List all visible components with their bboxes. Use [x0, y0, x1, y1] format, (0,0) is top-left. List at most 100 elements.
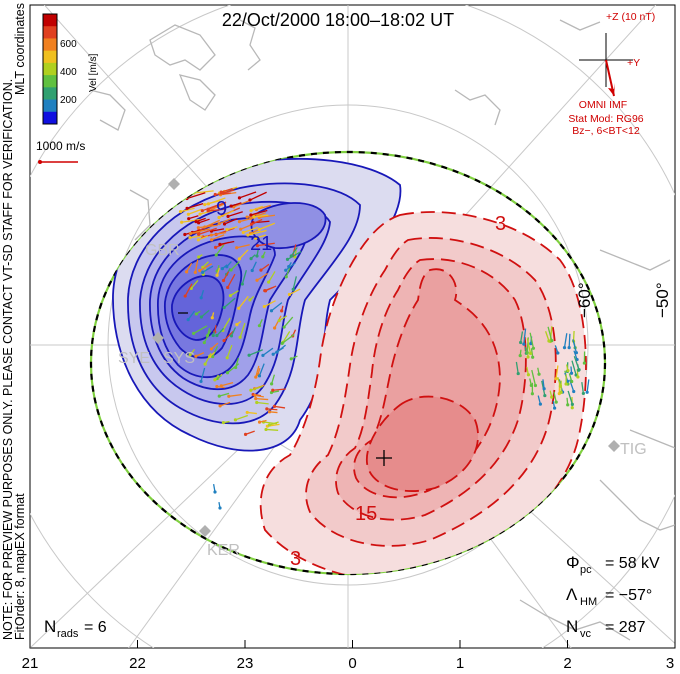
velocity-vector [257, 242, 275, 247]
velocity-vector [572, 330, 575, 342]
velocity-vector-origin [209, 233, 213, 237]
velocity-vector [195, 217, 206, 223]
lat-label-50: −50° [653, 282, 672, 318]
velocity-vector [285, 262, 296, 271]
velocity-vector [571, 360, 577, 376]
velocity-vector [228, 394, 242, 397]
velocity-vector [210, 342, 219, 350]
velocity-vector [230, 290, 239, 297]
velocity-vector [283, 316, 294, 328]
velocity-vector [262, 251, 266, 258]
station-label-gbr: GBR [145, 242, 180, 259]
velocity-vector [195, 310, 201, 315]
velocity-vector [216, 267, 221, 276]
velocity-vector-origin [559, 390, 563, 394]
velocity-vector [212, 346, 219, 357]
velocity-vector [268, 271, 276, 283]
lat-label-60: −60° [575, 282, 594, 318]
colorbar-tick-600: 600 [60, 39, 77, 50]
velocity-vector-origin [180, 220, 184, 224]
velocity-vector [566, 397, 569, 405]
velocity-vector [256, 249, 259, 257]
velocity-vector [223, 420, 230, 424]
velocity-vector [219, 392, 230, 397]
velocity-vector [194, 259, 199, 273]
velocity-vector [570, 366, 573, 374]
velocity-vector [552, 401, 556, 409]
velocity-vector [262, 347, 274, 356]
velocity-vector [547, 326, 553, 341]
negative-cell [112, 158, 402, 452]
stat-nrads: N rads = 6 [44, 617, 107, 640]
svg-text:vc: vc [580, 628, 592, 640]
velocity-vector [186, 202, 204, 209]
velocity-vector [223, 189, 235, 194]
coordinate-system-label: MLT coordinates [13, 3, 27, 95]
velocity-vector [216, 265, 220, 272]
velocity-vector [289, 288, 301, 296]
velocity-vector [563, 333, 568, 348]
velocity-vector [251, 218, 263, 225]
velocity-vector [530, 348, 534, 358]
mlt-tick-label: 22 [129, 655, 146, 672]
velocity-vector-origin [531, 355, 535, 359]
svg-text:pc: pc [580, 564, 592, 576]
mlt-tick-label: 21 [22, 655, 39, 672]
velocity-vector [198, 227, 217, 236]
colorbar-outline [42, 13, 58, 125]
velocity-vector [542, 379, 545, 389]
velocity-vector [526, 366, 530, 375]
velocity-vector [278, 315, 288, 322]
velocity-vector [214, 374, 220, 381]
velocity-vector [266, 408, 278, 411]
velocity-vector-origin [566, 403, 570, 407]
contour-label-pos-3: 3 [290, 548, 301, 570]
velocity-vector [259, 214, 276, 219]
velocity-vector [238, 295, 249, 309]
velocity-vector [549, 390, 553, 398]
velocity-vector [189, 348, 196, 356]
velocity-vector [519, 331, 524, 343]
velocity-vector [264, 300, 276, 308]
velocity-vector [186, 192, 206, 200]
velocity-vector [242, 226, 259, 234]
mlt-tick-label: 2 [563, 655, 571, 672]
velocity-vector [274, 405, 286, 409]
velocity-vector [218, 210, 234, 219]
velocity-vector [250, 385, 264, 391]
colorbar-tick-200: 200 [60, 95, 77, 106]
svg-text:= −57°: = −57° [605, 587, 652, 604]
velocity-vector [219, 401, 231, 407]
colorbar-segment [43, 14, 57, 27]
velocity-vector [211, 312, 215, 318]
velocity-vector [212, 484, 216, 493]
velocity-vector [260, 263, 270, 271]
velocity-vector [195, 352, 205, 357]
velocity-vector [549, 326, 553, 342]
velocity-vector [222, 271, 230, 281]
velocity-vector [199, 210, 214, 215]
velocity-vector [215, 244, 225, 256]
velocity-vector [250, 205, 263, 212]
velocity-vector [202, 261, 209, 268]
station-label-ker: KER [207, 542, 240, 559]
velocity-vector [208, 208, 227, 212]
colorbar-segment [43, 26, 57, 39]
velocity-vector [219, 240, 235, 246]
stat-nvc: N vc = 287 [566, 617, 646, 640]
imf-clock [579, 33, 633, 97]
velocity-vector [230, 202, 242, 207]
velocity-vector [270, 374, 276, 385]
velocity-vector [193, 325, 208, 334]
velocity-vector [292, 276, 297, 290]
mlt-axis: 21 22 23 0 1 2 3 [22, 640, 676, 672]
station-markers [152, 178, 620, 537]
velocity-vector [248, 349, 264, 356]
velocity-vector [223, 297, 236, 308]
colorbar-segment [43, 62, 57, 76]
velocity-vector-origin [254, 397, 258, 401]
velocity-vector [288, 262, 292, 267]
model-line-1: Stat Mod: RG96 [568, 113, 643, 125]
velocity-vector [290, 247, 298, 257]
velocity-vector [186, 262, 193, 273]
